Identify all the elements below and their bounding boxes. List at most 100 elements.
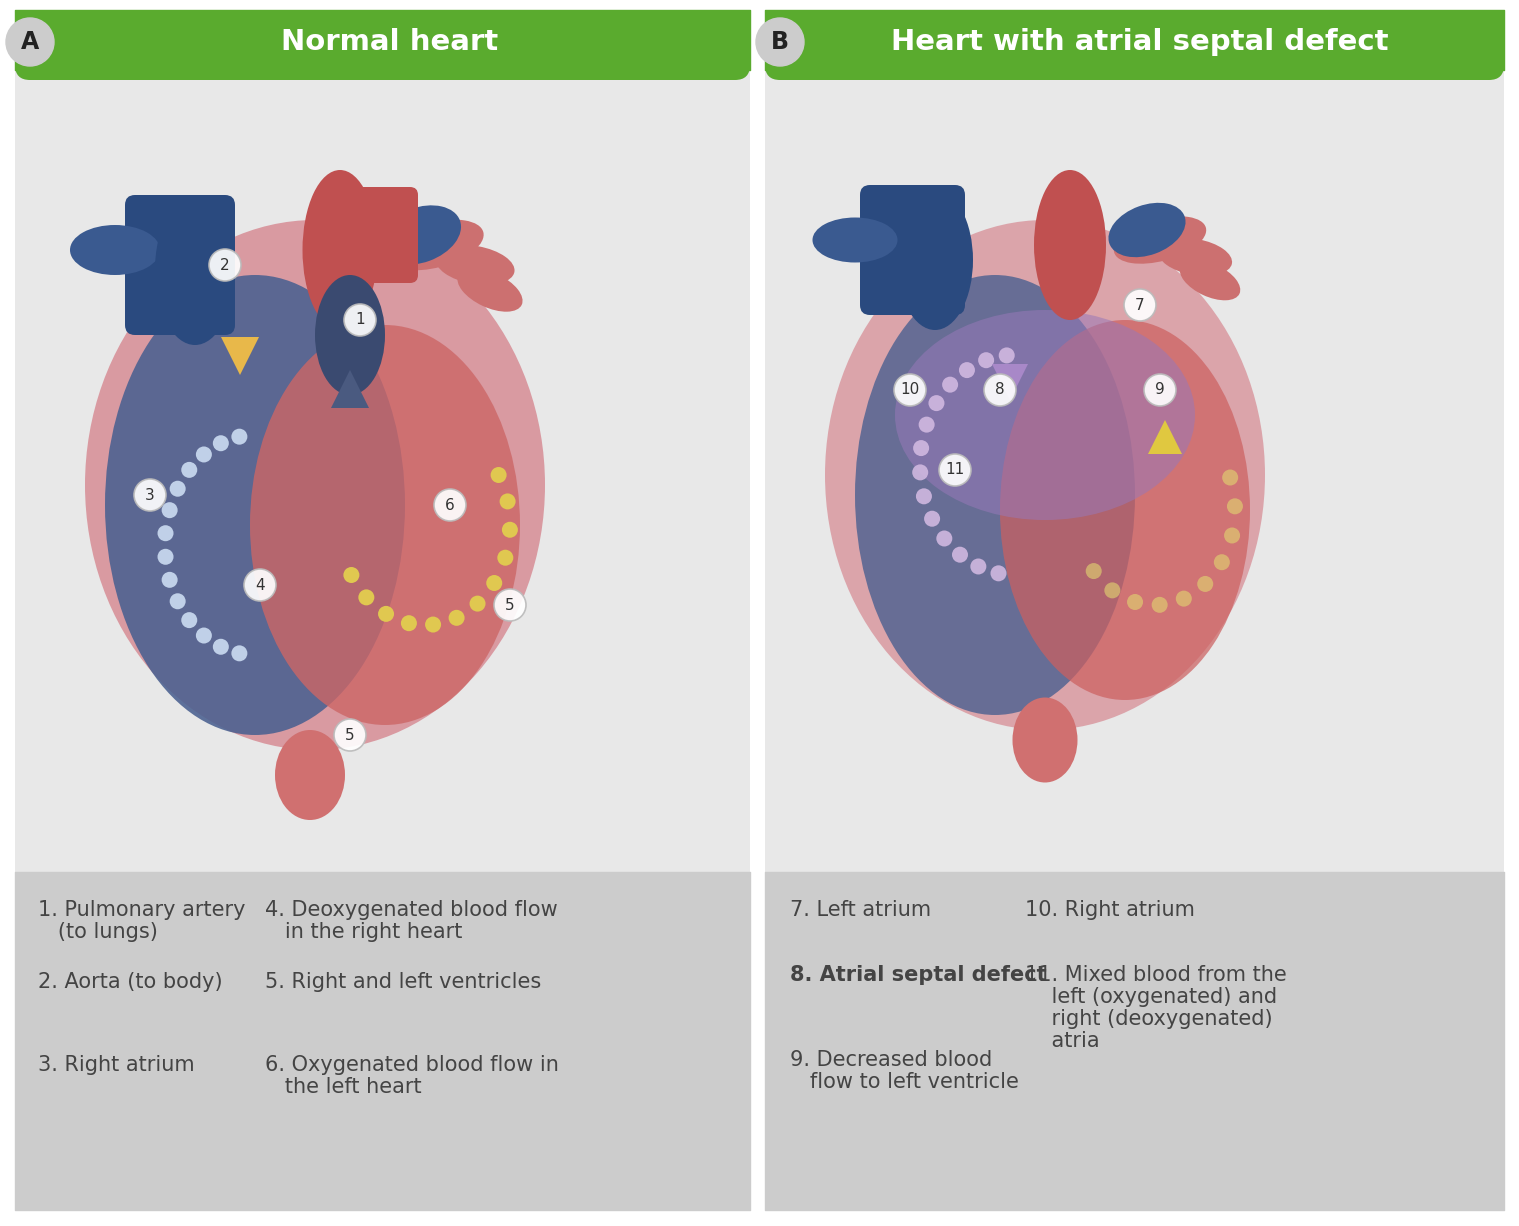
Circle shape [939,454,971,485]
Circle shape [998,347,1015,363]
Circle shape [486,575,503,591]
Circle shape [170,593,185,609]
Circle shape [913,465,928,481]
Circle shape [378,606,393,622]
Circle shape [1104,582,1121,598]
Text: 8. Atrial septal defect: 8. Atrial septal defect [790,965,1047,984]
Circle shape [895,374,927,406]
Circle shape [942,376,958,392]
FancyBboxPatch shape [15,10,750,80]
Text: 4: 4 [255,577,264,592]
Circle shape [401,615,416,631]
Circle shape [1214,554,1230,570]
Circle shape [343,566,360,584]
Text: 1. Pulmonary artery: 1. Pulmonary artery [38,900,246,920]
Text: 3: 3 [146,488,155,503]
Circle shape [756,18,804,66]
Ellipse shape [275,729,345,820]
Circle shape [984,374,1016,406]
Circle shape [971,559,986,575]
Circle shape [469,596,486,612]
Circle shape [196,628,211,644]
Circle shape [497,549,513,565]
Text: in the right heart: in the right heart [264,922,462,942]
FancyBboxPatch shape [766,872,1504,1210]
Circle shape [170,481,185,497]
Circle shape [913,440,930,456]
Circle shape [1124,289,1156,321]
Circle shape [501,522,518,538]
Text: Heart with atrial septal defect: Heart with atrial septal defect [892,28,1388,56]
FancyBboxPatch shape [333,188,418,283]
Text: 5: 5 [345,727,355,743]
Text: 7: 7 [1135,298,1145,313]
Circle shape [1224,527,1240,543]
Ellipse shape [898,190,974,330]
Text: 2: 2 [220,257,229,272]
Circle shape [161,503,178,519]
Text: 5. Right and left ventricles: 5. Right and left ventricles [264,972,541,992]
Circle shape [181,612,197,628]
Text: 8: 8 [995,383,1004,397]
Ellipse shape [1013,698,1077,782]
Circle shape [196,446,211,462]
Polygon shape [331,370,369,408]
Circle shape [924,511,940,527]
Circle shape [1227,498,1243,515]
Polygon shape [1148,421,1182,454]
Text: left (oxygenated) and: left (oxygenated) and [1025,987,1277,1007]
Ellipse shape [1000,320,1250,700]
Text: 11. Mixed blood from the: 11. Mixed blood from the [1025,965,1287,984]
Text: B: B [772,29,788,54]
Circle shape [928,395,945,411]
Text: atria: atria [1025,1031,1100,1051]
Circle shape [916,488,933,504]
Circle shape [494,588,526,622]
Ellipse shape [895,310,1195,520]
Ellipse shape [825,219,1265,729]
FancyBboxPatch shape [766,10,1504,1210]
Circle shape [978,352,993,368]
Text: 10: 10 [901,383,919,397]
Circle shape [181,462,197,478]
Circle shape [958,362,975,378]
Text: 9: 9 [1154,383,1165,397]
FancyBboxPatch shape [860,185,965,315]
FancyBboxPatch shape [15,10,750,1210]
Circle shape [1086,563,1101,579]
Circle shape [1176,591,1192,607]
Ellipse shape [1109,202,1185,257]
Circle shape [231,429,248,445]
Ellipse shape [436,245,515,284]
Ellipse shape [386,219,483,270]
FancyBboxPatch shape [766,10,1504,80]
Text: the left heart: the left heart [264,1076,422,1097]
Ellipse shape [1157,238,1232,276]
Ellipse shape [155,195,235,345]
Circle shape [919,417,934,433]
Text: Normal heart: Normal heart [281,28,498,56]
Text: right (deoxygenated): right (deoxygenated) [1025,1009,1273,1029]
Circle shape [990,565,1007,581]
Circle shape [952,547,968,563]
Text: 9. Decreased blood: 9. Decreased blood [790,1049,992,1070]
Ellipse shape [813,217,898,262]
Text: 5: 5 [506,597,515,613]
Text: 6: 6 [445,498,454,512]
Text: A: A [21,29,39,54]
FancyBboxPatch shape [15,872,750,1210]
Polygon shape [992,364,1028,400]
Ellipse shape [1034,170,1106,320]
Circle shape [161,571,178,587]
Ellipse shape [855,275,1135,715]
Circle shape [134,479,166,511]
Text: 6. Oxygenated blood flow in: 6. Oxygenated blood flow in [264,1056,559,1075]
Ellipse shape [457,268,523,311]
Ellipse shape [85,219,545,750]
Circle shape [491,467,507,483]
Circle shape [231,645,248,661]
Circle shape [213,435,229,451]
Circle shape [210,249,242,281]
Circle shape [358,590,374,606]
Circle shape [1127,595,1142,611]
